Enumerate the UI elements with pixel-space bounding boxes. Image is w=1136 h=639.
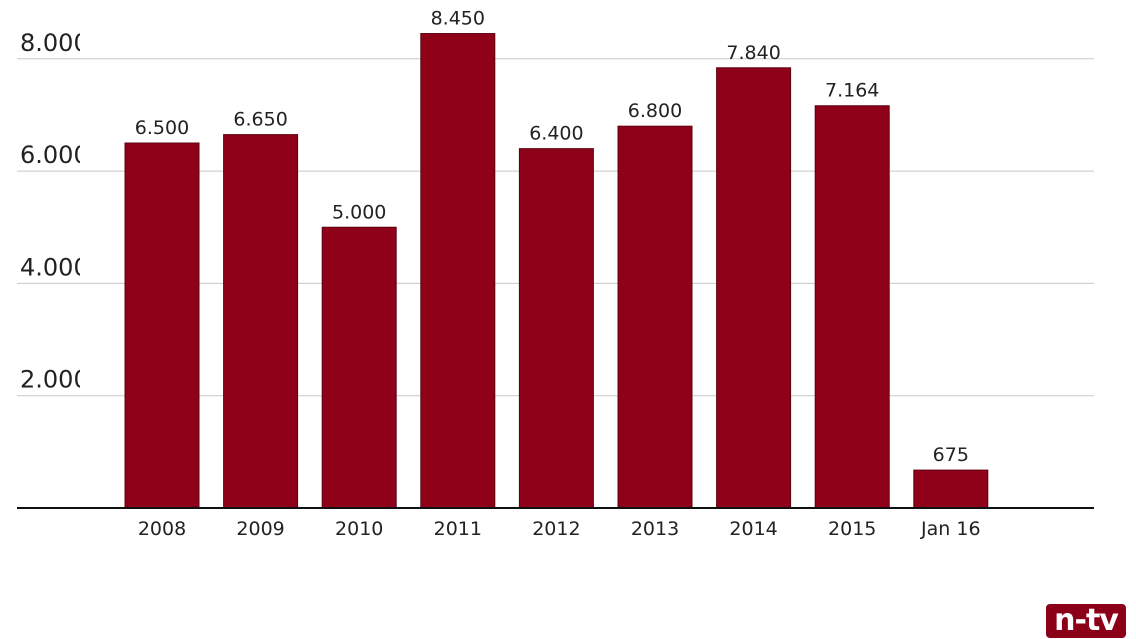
data-label: 6.800 xyxy=(628,100,682,122)
y-tick-label: 6.000 xyxy=(20,141,89,169)
x-tick-label: 2013 xyxy=(631,518,679,540)
y-tick-label: 2.000 xyxy=(20,366,89,394)
data-labels: 6.500 6.650 5.000 8.450 6.400 6.800 7.840 7.164… xyxy=(135,8,969,467)
ntv-logo-text: n-tv xyxy=(1054,604,1119,638)
x-tick-label: 2012 xyxy=(532,518,580,540)
y-tick-label: 4.000 xyxy=(20,253,89,281)
x-axis-tick-labels: 2008 2009 2010 2011 2012 2013 2014 2015 Jan 16 xyxy=(138,518,981,540)
x-tick-label: 2010 xyxy=(335,518,383,540)
bar-2011 xyxy=(420,33,496,509)
x-tick-label: 2014 xyxy=(729,518,777,540)
x-tick-label: 2011 xyxy=(434,518,482,540)
x-tick-label: 2015 xyxy=(828,518,876,540)
bar-2013 xyxy=(617,125,693,509)
y-tick-label: 8.000 xyxy=(20,29,89,57)
x-tick-label: 2008 xyxy=(138,518,186,540)
y-axis-tick-labels: 2.000 4.000 6.000 8.000 xyxy=(20,29,89,394)
data-label: 5.000 xyxy=(332,201,386,223)
ntv-logo: n-tv xyxy=(1046,604,1126,638)
bar-2009 xyxy=(223,134,299,509)
data-label: 6.500 xyxy=(135,117,189,139)
data-label: 7.840 xyxy=(726,42,780,64)
bar-2012 xyxy=(518,148,594,509)
bar-2015 xyxy=(814,105,890,509)
data-label: 6.400 xyxy=(529,123,583,145)
data-label: 8.450 xyxy=(431,8,485,30)
data-label: 675 xyxy=(933,444,969,466)
data-label: 6.650 xyxy=(233,109,287,131)
x-tick-label: Jan 16 xyxy=(920,518,981,540)
bar-jan-16 xyxy=(913,469,989,509)
bar-2014 xyxy=(716,67,792,509)
bar-2008 xyxy=(124,142,200,509)
x-tick-label: 2009 xyxy=(236,518,284,540)
bars xyxy=(124,33,989,509)
data-label: 7.164 xyxy=(825,80,879,102)
bar-2010 xyxy=(321,226,397,509)
